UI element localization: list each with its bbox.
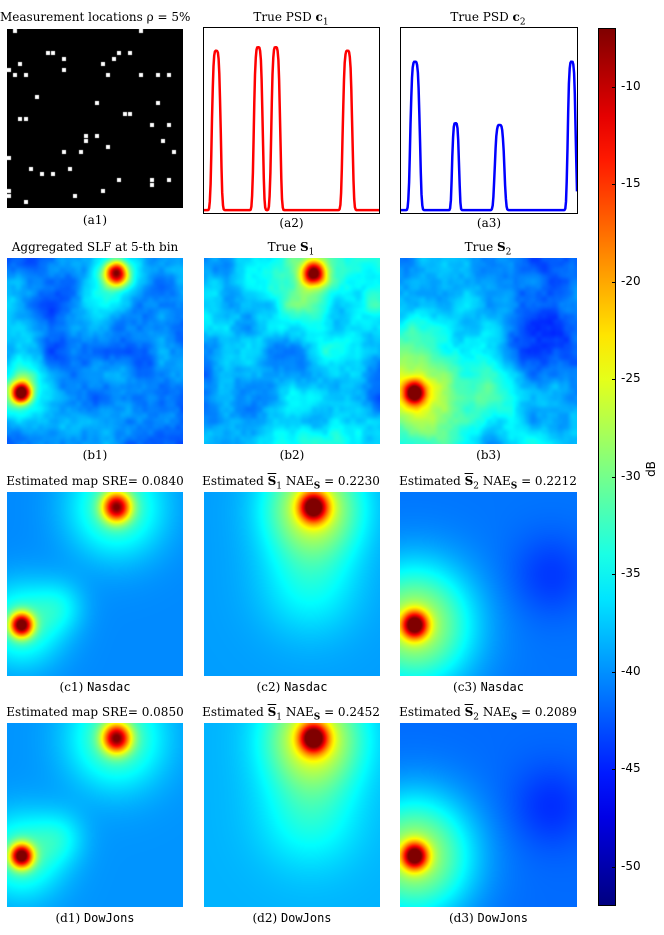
colorbar-tick-mark	[612, 574, 616, 576]
colorbar-tick-label: -25	[621, 371, 641, 386]
colorbar-tick-mark	[612, 671, 616, 673]
colorbar-label: dB	[643, 461, 658, 477]
colorbar-tick-label: -45	[621, 761, 641, 776]
colorbar-tick-label: -50	[621, 858, 641, 873]
psd-c2-chart	[401, 60, 579, 212]
psd-c1-chart	[204, 45, 379, 212]
colorbar-tick-mark	[612, 281, 616, 283]
panel-c1-map	[7, 492, 183, 676]
panel-a3-title: True PSD c2	[450, 10, 526, 28]
panel-d3-caption: (d3) DowJons	[448, 911, 529, 925]
panel-a3-caption: (a3)	[476, 216, 502, 230]
true-s1-heatmap	[204, 258, 380, 444]
panel-c3-map	[400, 492, 577, 676]
psd-c2-line	[401, 60, 579, 212]
panel-a1-caption: (a1)	[82, 213, 108, 227]
colorbar-tick-mark	[612, 379, 616, 381]
estimated-s2-dowjons-heatmap	[400, 723, 577, 907]
panel-d3-map	[400, 723, 577, 907]
panel-b1-map	[7, 258, 183, 444]
panel-d3-title: Estimated S2 NAES = 0.2089	[399, 705, 577, 723]
panel-c2-title: Estimated S1 NAES = 0.2230	[202, 474, 380, 492]
colorbar	[598, 28, 616, 906]
panel-c2-map	[204, 492, 380, 676]
panel-a2-caption: (a2)	[279, 216, 304, 230]
panel-c3-title: Estimated S2 NAES = 0.2212	[399, 474, 577, 492]
colorbar-tick-label: -35	[621, 566, 641, 581]
panel-b2-title: True S1	[267, 240, 315, 258]
colorbar-tick-label: -40	[621, 663, 641, 678]
true-s2-heatmap	[400, 258, 577, 444]
panel-a2-psd-plot	[203, 27, 380, 214]
colorbar-tick-label: -15	[621, 176, 641, 191]
panel-b3-map	[400, 258, 577, 444]
estimated-s1-dowjons-heatmap	[204, 723, 380, 907]
colorbar-tick-mark	[612, 86, 616, 88]
estimated-s2-nasdac-heatmap	[400, 492, 577, 676]
panel-a1-measurement-map	[7, 29, 183, 208]
panel-c1-caption: (c1) Nasdac	[59, 680, 131, 694]
panel-d2-map	[204, 723, 380, 907]
colorbar-tick-label: -30	[621, 468, 641, 483]
panel-a1-title: Measurement locations ρ = 5%	[0, 10, 191, 24]
panel-b1-title: Aggregated SLF at 5-th bin	[11, 240, 179, 254]
panel-b2-map	[204, 258, 380, 444]
panel-c2-caption: (c2) Nasdac	[256, 680, 328, 694]
panel-d1-title: Estimated map SRE= 0.0850	[6, 705, 184, 719]
panel-c3-caption: (c3) Nasdac	[453, 680, 524, 694]
measurement-locations-canvas	[7, 29, 183, 208]
panel-b3-title: True S2	[464, 240, 512, 258]
estimated-map-nasdac-heatmap	[7, 492, 183, 676]
estimated-map-dowjons-heatmap	[7, 723, 183, 907]
panel-d2-caption: (d2) DowJons	[252, 911, 332, 925]
panel-a2-title: True PSD c1	[253, 10, 329, 28]
panel-d1-caption: (d1) DowJons	[55, 911, 135, 925]
panel-b2-caption: (b2)	[279, 448, 305, 462]
colorbar-tick-mark	[612, 184, 616, 186]
panel-b1-caption: (b1)	[82, 448, 108, 462]
panel-b3-caption: (b3)	[476, 448, 501, 462]
colorbar-tick-mark	[612, 769, 616, 771]
colorbar-tick-mark	[612, 476, 616, 478]
panel-d2-title: Estimated S1 NAES = 0.2452	[202, 705, 380, 723]
psd-c1-line	[204, 45, 379, 212]
panel-c1-title: Estimated map SRE= 0.0840	[6, 474, 184, 488]
colorbar-tick-label: -10	[621, 78, 641, 93]
colorbar-tick-label: -20	[621, 273, 641, 288]
panel-a3-psd-plot	[400, 27, 579, 214]
estimated-s1-nasdac-heatmap	[204, 492, 380, 676]
aggregated-slf-heatmap	[7, 258, 183, 444]
colorbar-tick-mark	[612, 866, 616, 868]
panel-d1-map	[7, 723, 183, 907]
